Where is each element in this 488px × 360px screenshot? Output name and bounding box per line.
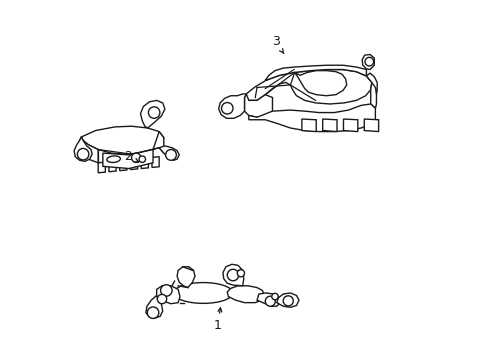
- Circle shape: [221, 103, 233, 114]
- Polygon shape: [364, 119, 378, 132]
- Polygon shape: [370, 82, 376, 108]
- Polygon shape: [276, 293, 298, 307]
- Polygon shape: [244, 94, 272, 117]
- Polygon shape: [159, 146, 179, 160]
- Polygon shape: [244, 69, 371, 104]
- Polygon shape: [366, 73, 376, 94]
- Circle shape: [237, 270, 244, 277]
- Circle shape: [77, 148, 89, 160]
- Polygon shape: [130, 159, 137, 170]
- Polygon shape: [301, 119, 316, 132]
- Ellipse shape: [173, 283, 232, 303]
- Polygon shape: [223, 264, 244, 286]
- Circle shape: [157, 294, 166, 304]
- Polygon shape: [145, 296, 163, 318]
- Circle shape: [131, 153, 141, 162]
- Circle shape: [165, 149, 176, 160]
- Circle shape: [148, 107, 160, 118]
- Polygon shape: [218, 94, 246, 118]
- Polygon shape: [227, 286, 264, 303]
- Polygon shape: [343, 119, 357, 132]
- Polygon shape: [98, 162, 105, 173]
- Polygon shape: [109, 161, 116, 172]
- Polygon shape: [102, 149, 153, 168]
- Polygon shape: [81, 126, 163, 154]
- Circle shape: [227, 269, 238, 281]
- Polygon shape: [265, 65, 366, 80]
- Polygon shape: [74, 137, 92, 161]
- Polygon shape: [156, 286, 180, 304]
- Polygon shape: [362, 54, 373, 69]
- Polygon shape: [79, 137, 98, 163]
- Circle shape: [364, 57, 373, 66]
- Text: 1: 1: [213, 308, 222, 332]
- Circle shape: [147, 307, 159, 319]
- Circle shape: [283, 296, 293, 306]
- Polygon shape: [177, 267, 195, 288]
- Polygon shape: [248, 104, 375, 132]
- Circle shape: [160, 285, 172, 296]
- Circle shape: [139, 156, 145, 162]
- Ellipse shape: [106, 156, 120, 162]
- Text: 2: 2: [124, 150, 138, 163]
- Polygon shape: [120, 160, 126, 171]
- Polygon shape: [140, 100, 164, 128]
- Polygon shape: [153, 132, 163, 153]
- Polygon shape: [141, 158, 148, 168]
- Circle shape: [265, 296, 275, 306]
- Text: 3: 3: [271, 35, 283, 54]
- Polygon shape: [322, 119, 336, 132]
- Polygon shape: [152, 157, 159, 167]
- Polygon shape: [257, 293, 280, 306]
- Circle shape: [271, 293, 278, 300]
- Polygon shape: [294, 71, 346, 96]
